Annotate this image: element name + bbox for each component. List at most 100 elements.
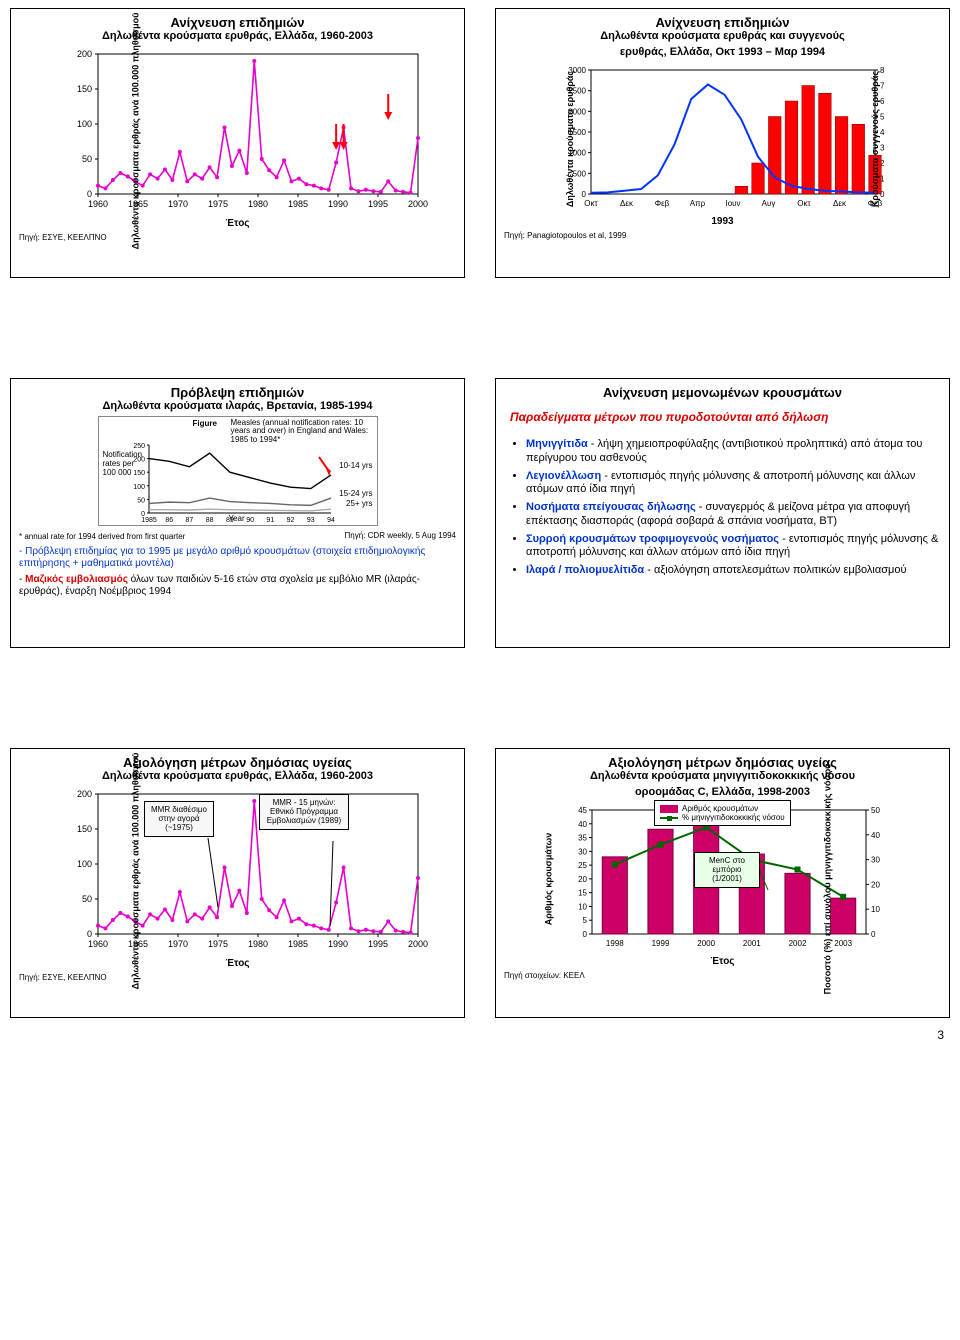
svg-text:1980: 1980	[247, 939, 267, 949]
svg-text:93: 93	[306, 517, 314, 524]
svg-text:5: 5	[582, 916, 587, 925]
panel-subtitle1: Δηλωθέντα κρούσματα μηνιγγιτιδοκοκκικής …	[504, 770, 941, 782]
measles-figure: Notification rates per 100 000 Figure Me…	[98, 416, 378, 526]
svg-text:150: 150	[133, 470, 145, 477]
svg-text:0: 0	[582, 930, 587, 939]
prediction-note-2: - Μαζικός εμβολιασμός όλων των παιδιών 5…	[19, 574, 456, 598]
svg-text:1990: 1990	[327, 939, 347, 949]
measles-line-chart: 0501001502002501985868788899091929394	[99, 417, 379, 527]
svg-text:1980: 1980	[247, 199, 267, 209]
lead-text: Παραδείγματα μέτρων που πυροδοτούνται απ…	[510, 410, 941, 424]
svg-text:35: 35	[578, 834, 587, 843]
panel-title: Ανίχνευση επιδημιών	[19, 15, 456, 30]
panel-title: Ανίχνευση μεμονωμένων κρουσμάτων	[504, 385, 941, 400]
year-label: 1993	[504, 216, 941, 227]
panel-rubella-crs-1993-1994: Ανίχνευση επιδημιών Δηλωθέντα κρούσματα …	[495, 8, 950, 278]
svg-text:1975: 1975	[207, 939, 227, 949]
svg-text:88: 88	[205, 517, 213, 524]
examples-list: Μηνιγγίτιδα - λήψη χημειοπροφύλαξης (αντ…	[504, 430, 941, 586]
svg-text:86: 86	[165, 517, 173, 524]
svg-text:2000: 2000	[407, 939, 427, 949]
svg-text:50: 50	[137, 497, 145, 504]
svg-text:0: 0	[581, 190, 586, 199]
svg-text:91: 91	[266, 517, 274, 524]
callout-menc: MenC στο εμπόριο (1/2001)	[694, 852, 760, 888]
svg-text:1985: 1985	[287, 939, 307, 949]
example-item: Λεγιονέλλωση - εντοπισμός πηγής μόλυνσης…	[526, 470, 941, 498]
source-label: Πηγή: Panagiotopoulos et al, 1999	[504, 231, 941, 240]
svg-text:45: 45	[578, 806, 587, 815]
svg-text:20: 20	[578, 875, 587, 884]
svg-text:1960: 1960	[87, 199, 107, 209]
panel-measles-prediction-uk: Πρόβλεψη επιδημιών Δηλωθέντα κρούσματα ι…	[10, 378, 465, 648]
y-axis-label: Δηλωθέντα κρούσματα ερθράς ανά 100.000 π…	[130, 753, 140, 990]
svg-text:200: 200	[133, 457, 145, 464]
y-axis-right-label: Ποσοστό (%) επί συνόλου μηνιγγιτιδοκοκκι…	[823, 764, 833, 995]
svg-text:1995: 1995	[367, 939, 387, 949]
svg-text:1999: 1999	[651, 939, 669, 948]
legend-15-24: 15-24 yrs	[339, 489, 372, 498]
svg-text:4: 4	[880, 128, 885, 137]
svg-text:8: 8	[880, 66, 885, 75]
legend-bars: Αριθμός κρουσμάτων	[682, 804, 758, 813]
svg-text:90: 90	[246, 517, 254, 524]
svg-text:200: 200	[76, 49, 91, 59]
svg-text:100: 100	[76, 859, 91, 869]
panel-title: Ανίχνευση επιδημιών	[504, 15, 941, 30]
x-axis-label: Έτος	[19, 958, 456, 969]
svg-text:2003: 2003	[834, 939, 852, 948]
source-label: Πηγή: ΕΣΥΕ, ΚΕΕΛΠΝΟ	[19, 973, 456, 982]
svg-text:150: 150	[76, 824, 91, 834]
example-item: Συρροή κρουσμάτων τροφιμογενούς νοσήματο…	[526, 533, 941, 561]
svg-text:250: 250	[133, 443, 145, 450]
callout-mmr-1989: MMR - 15 μηνών: Εθνικό Πρόγραμμα Εμβολια…	[259, 794, 349, 830]
source-label: Πηγή στοιχείων: ΚΕΕΛ	[504, 971, 941, 980]
prediction-note-1: - Πρόβλεψη επιδημίας για το 1995 με μεγά…	[19, 546, 456, 570]
y-axis-left-label: Δηλωθέντα κρούσματα ερυθράς	[565, 71, 575, 207]
svg-text:30: 30	[578, 847, 587, 856]
svg-text:3: 3	[880, 144, 885, 153]
svg-text:15: 15	[578, 889, 587, 898]
svg-text:87: 87	[185, 517, 193, 524]
panel-subtitle: Δηλωθέντα κρούσματα ιλαράς, Βρετανία, 19…	[19, 400, 456, 412]
svg-text:Δεκ: Δεκ	[620, 199, 634, 208]
panel-subtitle: Δηλωθέντα κρούσματα ερυθράς, Ελλάδα, 196…	[19, 770, 456, 782]
rubella-crs-combo-chart: 050010001500200025003000012345678ΟκτΔεκΦ…	[543, 64, 903, 214]
panel-title: Πρόβλεψη επιδημιών	[19, 385, 456, 400]
legend: Αριθμός κρουσμάτων % μηνιγγιτιδοκοκκικής…	[654, 800, 791, 826]
svg-text:1995: 1995	[367, 199, 387, 209]
panel-subtitle2: οροομάδας C, Ελλάδα, 1998-2003	[504, 786, 941, 798]
svg-text:30: 30	[871, 856, 880, 865]
rubella-eval-line-chart: 0501001502001960196519701975198019851990…	[48, 786, 428, 956]
panel-subtitle1: Δηλωθέντα κρούσματα ερυθράς και συγγενού…	[504, 30, 941, 42]
svg-text:1985: 1985	[141, 517, 157, 524]
svg-text:2001: 2001	[742, 939, 760, 948]
svg-text:Φεβ: Φεβ	[654, 199, 669, 208]
panel-case-detection-examples: Ανίχνευση μεμονωμένων κρουσμάτων Παραδεί…	[495, 378, 950, 648]
panel-subtitle2: ερυθράς, Ελλάδα, Οκτ 1993 – Μαρ 1994	[504, 46, 941, 58]
svg-text:1970: 1970	[167, 939, 187, 949]
example-item: Μηνιγγίτιδα - λήψη χημειοπροφύλαξης (αντ…	[526, 438, 941, 466]
svg-text:92: 92	[286, 517, 294, 524]
source-label: Πηγή: ΕΣΥΕ, ΚΕΕΛΠΝΟ	[19, 233, 456, 242]
svg-text:5: 5	[880, 113, 885, 122]
svg-text:Απρ: Απρ	[689, 199, 705, 208]
y-axis-label: Δηλωθέντα κρούσματα ερθράς ανά 100.000 π…	[130, 13, 140, 250]
svg-text:Οκτ: Οκτ	[797, 199, 811, 208]
svg-text:0: 0	[871, 930, 876, 939]
svg-text:100: 100	[76, 119, 91, 129]
svg-text:10: 10	[871, 905, 880, 914]
fig-xlab: Year	[229, 514, 245, 523]
example-item: Ιλαρά / πολιομυελίτιδα - αξιολόγηση αποτ…	[526, 564, 941, 578]
svg-text:0: 0	[86, 189, 91, 199]
rubella-line-chart: 0501001502001960196519701975198019851990…	[48, 46, 428, 216]
svg-text:10: 10	[578, 902, 587, 911]
svg-text:1970: 1970	[167, 199, 187, 209]
panel-rubella-evaluation-1960-2003: Αξιολόγηση μέτρων δημόσιας υγείας Δηλωθέ…	[10, 748, 465, 1018]
svg-text:150: 150	[76, 84, 91, 94]
legend-10-14: 10-14 yrs	[339, 461, 372, 470]
legend-25: 25+ yrs	[346, 499, 372, 508]
x-axis-label: Έτος	[504, 956, 941, 967]
svg-text:94: 94	[327, 517, 335, 524]
panel-menc-evaluation-1998-2003: Αξιολόγηση μέτρων δημόσιας υγείας Δηλωθέ…	[495, 748, 950, 1018]
